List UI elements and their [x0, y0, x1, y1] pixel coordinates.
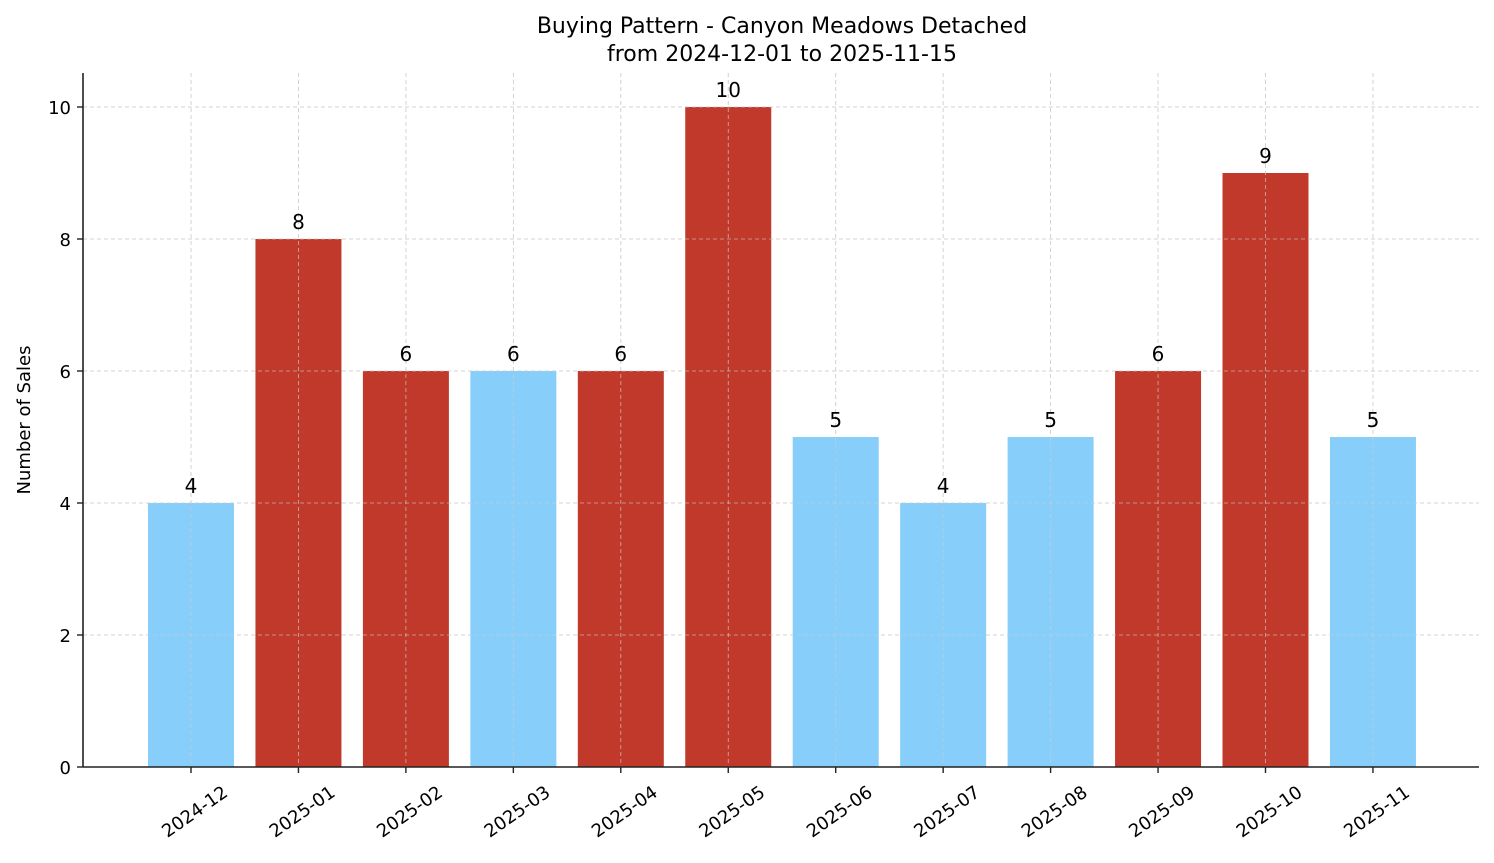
x-tick-label: 2025-08 — [1018, 782, 1092, 842]
bar-value-label: 10 — [716, 78, 741, 102]
bar-value-label: 9 — [1259, 144, 1272, 168]
y-tick-label: 2 — [60, 626, 71, 647]
x-tick-label: 2025-09 — [1125, 782, 1199, 842]
bar-value-label: 5 — [829, 408, 842, 432]
x-tick-label: 2024-12 — [158, 782, 232, 842]
y-axis-label: Number of Sales — [14, 345, 35, 494]
x-tick-label: 2025-01 — [266, 782, 340, 842]
bar-value-label: 4 — [185, 474, 198, 498]
bar-value-label: 6 — [400, 342, 413, 366]
x-tick-label: 2025-03 — [481, 782, 555, 842]
y-tick-label: 0 — [60, 758, 71, 779]
bar-value-label: 5 — [1367, 408, 1380, 432]
x-axis-ticks: 2024-12 2025-01 2025-02 2025-03 2025-04 2025-… — [158, 767, 1414, 842]
bar-value-label: 6 — [1152, 342, 1165, 366]
bar-value-label: 8 — [292, 210, 305, 234]
y-tick-label: 6 — [60, 362, 71, 383]
y-tick-label: 4 — [60, 494, 71, 515]
bar-value-label: 6 — [614, 342, 627, 366]
bar-value-labels: 4 8 6 6 6 10 5 4 5 6 9 5 — [185, 78, 1380, 498]
x-tick-label: 2025-02 — [373, 782, 447, 842]
x-tick-label: 2025-04 — [588, 782, 662, 842]
chart-title: Buying Pattern - Canyon Meadows Detached — [537, 14, 1027, 39]
grid-lines-overlay — [83, 73, 1479, 767]
bar-value-label: 5 — [1044, 408, 1057, 432]
y-axis-ticks: 0 2 4 6 8 10 — [48, 98, 83, 779]
y-tick-label: 8 — [60, 230, 71, 251]
x-tick-label: 2025-10 — [1233, 782, 1307, 842]
bars — [148, 107, 1416, 767]
y-tick-label: 10 — [48, 98, 71, 119]
x-tick-label: 2025-11 — [1340, 782, 1414, 842]
bar-value-label: 4 — [937, 474, 950, 498]
x-tick-label: 2025-06 — [803, 782, 877, 842]
x-tick-label: 2025-07 — [910, 782, 984, 842]
bar-value-label: 6 — [507, 342, 520, 366]
chart-subtitle: from 2024-12-01 to 2025-11-15 — [607, 42, 957, 67]
x-tick-label: 2025-05 — [695, 782, 769, 842]
